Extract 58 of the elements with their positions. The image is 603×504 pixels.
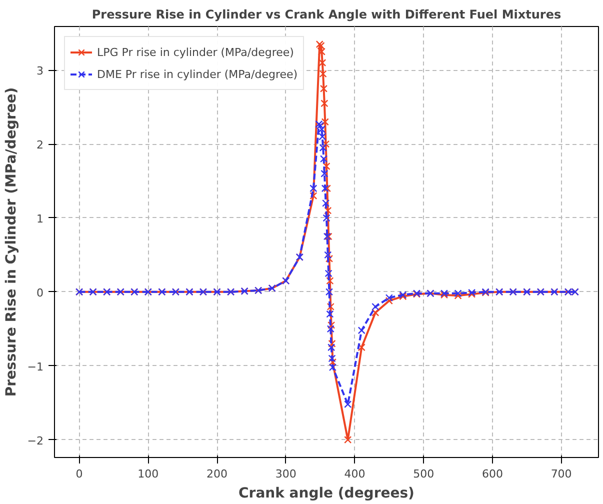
point [320, 170, 328, 178]
x-tick-label: 200 [206, 468, 228, 480]
point [322, 162, 330, 170]
point [324, 206, 332, 214]
point [325, 288, 334, 296]
point [320, 84, 328, 92]
point [318, 132, 326, 140]
point [328, 354, 336, 362]
x-tick-label: 100 [138, 468, 159, 480]
point [319, 70, 327, 78]
point [385, 296, 393, 305]
y-tick-label: 3 [36, 64, 44, 78]
x-tick-label: 0 [76, 468, 83, 480]
point [326, 325, 334, 333]
point [324, 270, 332, 278]
point [318, 48, 326, 56]
x-tick-label: 700 [550, 468, 572, 480]
point [320, 100, 328, 108]
point [319, 144, 327, 152]
point [318, 125, 326, 134]
point [385, 294, 393, 302]
y-tick-label: 0 [36, 286, 44, 300]
x-axis-title: Crank angle (degrees) [238, 486, 414, 502]
point [318, 58, 326, 67]
point [320, 155, 328, 163]
point [358, 326, 366, 334]
point [328, 358, 336, 366]
point [322, 214, 330, 222]
point [372, 308, 380, 316]
point [310, 192, 318, 200]
point [358, 344, 366, 352]
point [344, 436, 352, 444]
chart-title: Pressure Rise in Cylinder vs Crank Angle with Different Fuel Mixtures [92, 8, 562, 22]
point [328, 321, 336, 329]
point [328, 364, 336, 372]
point [328, 340, 336, 348]
point [321, 118, 329, 126]
y-axis-title: Pressure Rise in Cylinder (MPa/degree) [3, 87, 20, 397]
point [326, 277, 334, 285]
y-tick-label: 2 [36, 138, 44, 152]
legend-label: DME Pr rise in cylinder (MPa/degree) [97, 68, 298, 80]
point [328, 344, 336, 352]
point [372, 302, 380, 310]
point [344, 400, 352, 408]
point [326, 302, 334, 310]
x-tick-label: 400 [344, 468, 366, 480]
x-tick-label: 500 [413, 468, 434, 480]
y-tick-label: −2 [27, 434, 44, 448]
y-tick-label: −1 [27, 360, 44, 374]
y-tick-label: 1 [36, 212, 44, 226]
point [326, 310, 334, 318]
legend-label: LPG Pr rise in cylinder (MPa/degree) [97, 46, 294, 58]
x-tick-label: 600 [482, 468, 503, 480]
point [310, 184, 318, 192]
point [324, 251, 332, 259]
point [322, 199, 330, 207]
x-tick-label: 300 [275, 468, 296, 480]
point [322, 140, 330, 148]
